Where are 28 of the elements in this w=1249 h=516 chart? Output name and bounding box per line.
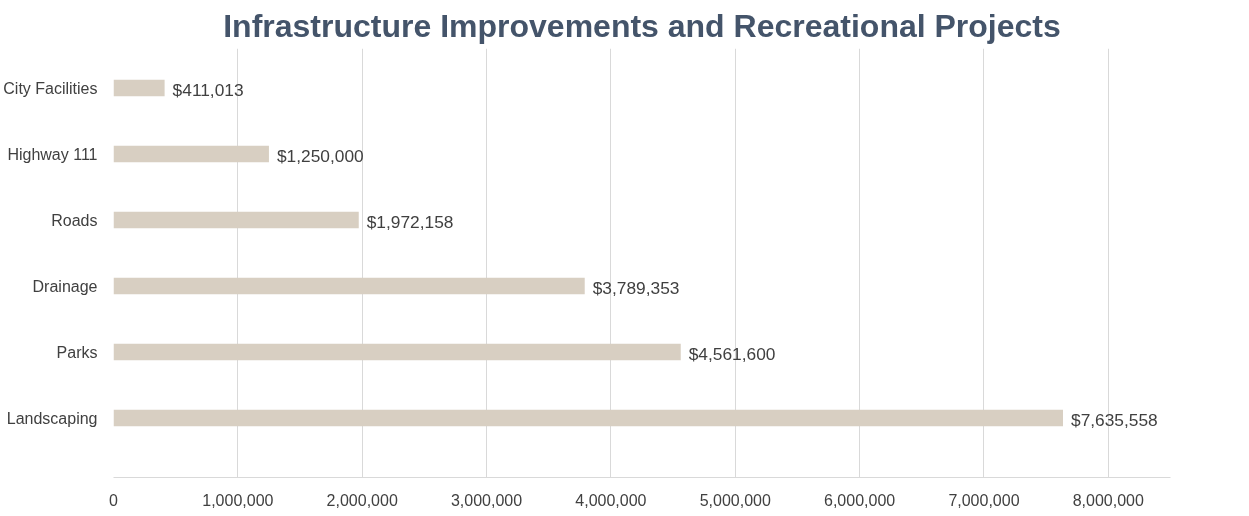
bar [113, 277, 585, 295]
y-tick-label: Landscaping [6, 409, 98, 427]
x-tick-label: 8,000,000 [1072, 491, 1145, 509]
bar [113, 409, 1063, 427]
x-tick-label: 3,000,000 [450, 491, 523, 509]
y-tick-label: Highway 111 [7, 145, 98, 163]
data-label: $3,789,353 [592, 278, 680, 299]
chart-title: Infrastructure Improvements and Recreational Projects [223, 7, 1061, 44]
bar [113, 145, 269, 163]
data-label: $4,561,600 [688, 344, 776, 365]
y-tick-label: Drainage [32, 277, 98, 295]
x-tick-label: 6,000,000 [824, 491, 896, 509]
data-label: $1,972,158 [366, 212, 454, 233]
bar [113, 79, 165, 97]
x-tick-label: 2,000,000 [326, 491, 398, 509]
y-tick-label: City Facilities [3, 79, 98, 97]
bar [113, 211, 359, 229]
y-tick-label: Roads [51, 211, 98, 229]
data-label: $1,250,000 [276, 146, 364, 167]
x-tick-label: 7,000,000 [948, 491, 1020, 509]
data-label: $411,013 [172, 80, 244, 101]
bar [113, 343, 681, 361]
x-tick-label: 4,000,000 [575, 491, 647, 509]
x-tick-label: 5,000,000 [699, 491, 771, 509]
data-label: $7,635,558 [1071, 410, 1158, 431]
x-tick-label: 1,000,000 [202, 491, 274, 509]
y-tick-label: Parks [56, 343, 98, 361]
x-tick-label: 0 [109, 491, 119, 509]
